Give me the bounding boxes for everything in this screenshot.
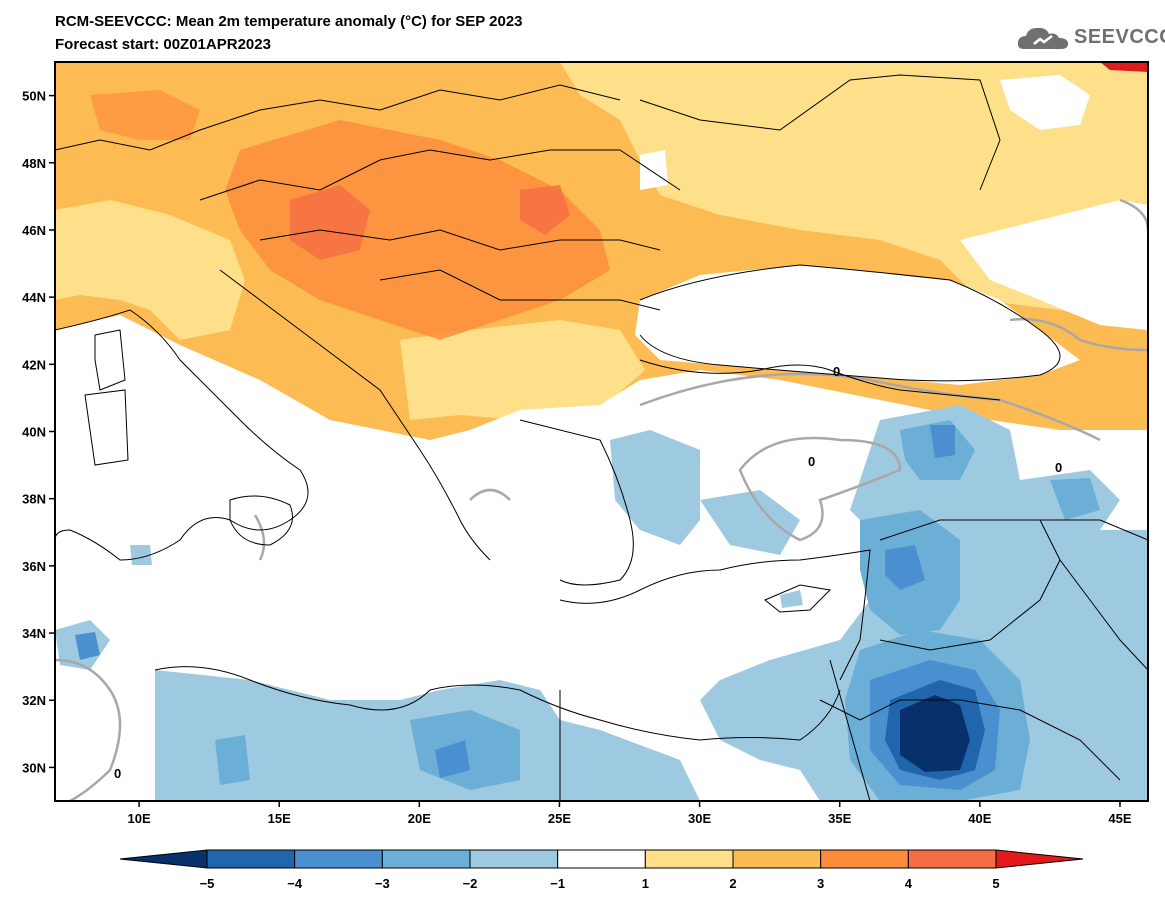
colorbar-label: −5	[200, 876, 215, 891]
colorbar-bin	[644, 849, 734, 869]
colorbar-extend-high	[995, 849, 1084, 869]
lat-tick-label: 30N	[22, 760, 46, 775]
colorbar-bin	[206, 849, 296, 869]
longitude-axis: 10E 15E 20E 25E 30E 35E 40E 45E	[128, 801, 1132, 826]
anomaly-m1-south-turkey	[700, 490, 800, 555]
lon-tick-label: 10E	[128, 811, 151, 826]
colorbar-label: −2	[463, 876, 478, 891]
anomaly-2to3-central	[225, 120, 610, 340]
map-title: RCM-SEEVCCC: Mean 2m temperature anomaly…	[55, 13, 523, 30]
lat-tick-label: 34N	[22, 626, 46, 641]
anomaly-m5-arabia	[900, 695, 970, 772]
colorbar-bin	[820, 849, 909, 869]
contour-labels: 0 0 0 0	[114, 364, 1062, 781]
neutral-ne-2	[640, 150, 668, 190]
colorbar-label: 1	[642, 876, 649, 891]
anomaly-m1-cyprus	[780, 590, 803, 608]
colorbar-label: −3	[375, 876, 390, 891]
lat-tick-label: 50N	[22, 89, 46, 104]
lon-tick-label: 20E	[408, 811, 431, 826]
colorbar: −5 −4 −3 −2 −1 1 2 3 4 5	[119, 849, 1084, 891]
colorbar-bin	[732, 849, 822, 869]
anomaly-m3-east-turkey	[930, 425, 955, 458]
anomaly-m3-syria	[885, 545, 925, 590]
colorbar-label: 5	[992, 876, 999, 891]
anomaly-3to4-hungary	[290, 185, 370, 260]
lat-tick-label: 32N	[22, 693, 46, 708]
lat-tick-label: 44N	[22, 290, 46, 305]
map-fields	[55, 62, 1148, 801]
lat-tick-label: 36N	[22, 559, 46, 574]
anomaly-1to2-balkans	[400, 320, 645, 420]
colorbar-label: −4	[287, 876, 303, 891]
anomaly-m1-west-turkey	[610, 430, 700, 545]
colorbar-bin	[381, 849, 471, 869]
caspian-area	[960, 200, 1148, 330]
lon-tick-label: 30E	[688, 811, 711, 826]
anomaly-2to3-nw	[90, 90, 200, 140]
lat-tick-label: 42N	[22, 357, 46, 372]
forecast-start-label: Forecast start: 00Z01APR2023	[55, 36, 271, 53]
anomaly-1to2-west	[55, 200, 245, 340]
colorbar-extend-low	[119, 849, 208, 869]
anomaly-m1-tunisia	[130, 545, 152, 565]
colorbar-label: 3	[817, 876, 824, 891]
lon-tick-label: 45E	[1108, 811, 1131, 826]
coastlines-borders	[55, 74, 1148, 801]
lat-tick-label: 48N	[22, 156, 46, 171]
black-sea	[635, 265, 1080, 385]
anomaly-m2-libya-west	[215, 735, 250, 785]
logo-text: SEEVCCC	[1074, 26, 1165, 48]
lon-tick-label: 15E	[268, 811, 291, 826]
colorbar-bin	[294, 849, 383, 869]
contour-label: 0	[1055, 460, 1062, 475]
contour-label: 0	[833, 364, 840, 379]
anomaly-m2-iran	[1050, 478, 1100, 520]
lon-tick-label: 35E	[828, 811, 851, 826]
colorbar-bin	[469, 849, 559, 869]
colorbar-bin	[557, 849, 646, 869]
neutral-ne-1	[1000, 75, 1090, 130]
contour-label: 0	[808, 454, 815, 469]
anomaly-m3-libya	[435, 740, 470, 778]
contour-label: 0	[114, 766, 121, 781]
colorbar-bin	[907, 849, 997, 869]
lon-tick-label: 25E	[548, 811, 571, 826]
lat-tick-label: 46N	[22, 223, 46, 238]
lat-tick-label: 38N	[22, 492, 46, 507]
lat-tick-label: 40N	[22, 425, 46, 440]
latitude-axis: 50N 48N 46N 44N 42N 40N 38N 36N 34N 32N 30N	[22, 89, 55, 775]
lon-tick-label: 40E	[968, 811, 991, 826]
colorbar-label: −1	[550, 876, 565, 891]
seevccc-logo: SEEVCCC	[1016, 22, 1165, 54]
cloud-logo-icon	[1017, 27, 1068, 49]
colorbar-label: 2	[729, 876, 736, 891]
anomaly-m3-algeria	[75, 632, 100, 660]
anomaly-3to4-romania	[520, 185, 570, 235]
colorbar-label: 4	[905, 876, 913, 891]
anomaly-above4	[1100, 62, 1148, 72]
zero-contours	[55, 198, 1148, 801]
